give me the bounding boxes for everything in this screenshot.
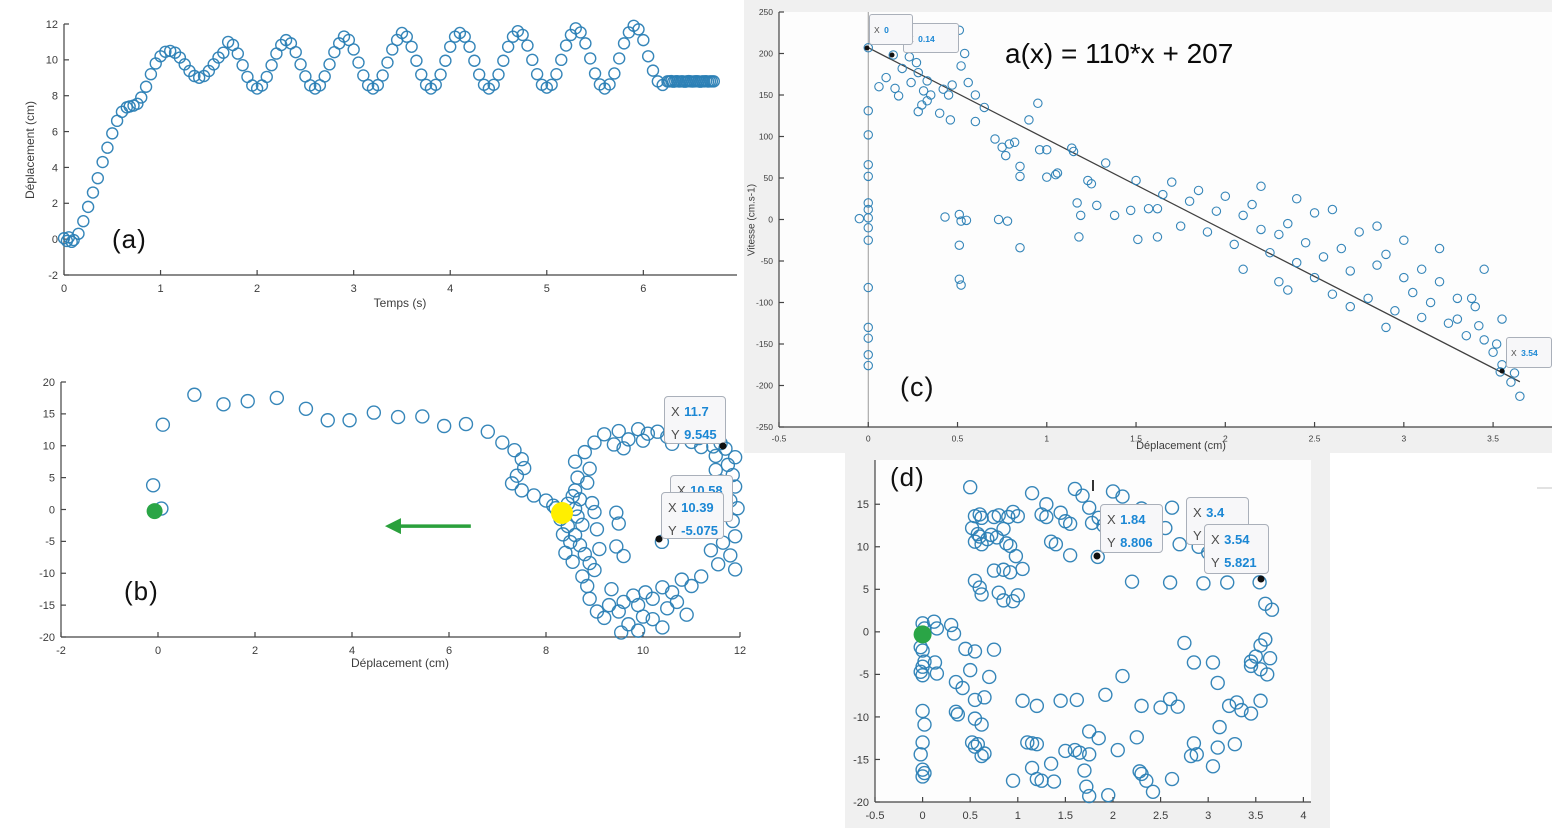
svg-text:-150: -150 bbox=[756, 339, 773, 349]
svg-text:1: 1 bbox=[1015, 810, 1021, 822]
svg-text:-2: -2 bbox=[56, 645, 66, 657]
svg-text:-15: -15 bbox=[853, 754, 869, 766]
svg-text:0: 0 bbox=[61, 283, 67, 295]
svg-text:5: 5 bbox=[544, 283, 550, 295]
datatip-anchor[interactable] bbox=[1093, 552, 1101, 560]
svg-text:2.5: 2.5 bbox=[1309, 434, 1321, 444]
datatip-anchor[interactable] bbox=[655, 535, 663, 543]
svg-text:4: 4 bbox=[1300, 810, 1306, 822]
svg-text:250: 250 bbox=[759, 7, 773, 17]
svg-text:-10: -10 bbox=[853, 712, 869, 724]
datatip-anchor[interactable] bbox=[1257, 575, 1265, 583]
svg-text:2: 2 bbox=[254, 283, 260, 295]
svg-text:2.5: 2.5 bbox=[1153, 810, 1168, 822]
svg-text:2: 2 bbox=[1110, 810, 1116, 822]
svg-text:50: 50 bbox=[764, 173, 774, 183]
svg-text:6: 6 bbox=[446, 645, 452, 657]
svg-text:-20: -20 bbox=[39, 632, 55, 644]
datatip-anchor[interactable] bbox=[719, 442, 727, 450]
axis-xlabel-b: Déplacement (cm) bbox=[350, 656, 450, 670]
svg-text:-50: -50 bbox=[761, 256, 774, 266]
datatip-d-3[interactable]: X 3.54 Y 5.821 bbox=[1204, 524, 1269, 574]
svg-text:-15: -15 bbox=[39, 600, 55, 612]
svg-text:1.5: 1.5 bbox=[1058, 810, 1073, 822]
svg-text:3: 3 bbox=[351, 283, 357, 295]
svg-text:8: 8 bbox=[52, 91, 58, 103]
svg-text:-10: -10 bbox=[39, 568, 55, 580]
svg-text:-0.5: -0.5 bbox=[866, 810, 885, 822]
svg-text:15: 15 bbox=[857, 499, 869, 511]
plot-d-letter: (d) bbox=[890, 462, 925, 492]
svg-text:0.5: 0.5 bbox=[963, 810, 978, 822]
figure-c-plot-area bbox=[779, 12, 1552, 427]
svg-text:4: 4 bbox=[349, 645, 355, 657]
svg-text:5: 5 bbox=[49, 472, 55, 484]
svg-text:2: 2 bbox=[252, 645, 258, 657]
datatip-c-1[interactable]: X 0 Y 206.9 bbox=[869, 14, 913, 45]
plot-c-letter: (c) bbox=[900, 372, 935, 402]
svg-text:10: 10 bbox=[46, 55, 58, 67]
svg-text:6: 6 bbox=[640, 283, 646, 295]
axis-ylabel-c: Vitesse (cm.s-1) bbox=[746, 183, 758, 257]
svg-text:1: 1 bbox=[157, 283, 163, 295]
svg-text:10: 10 bbox=[43, 441, 55, 453]
fit-equation-text: a(x) = 110*x + 207 bbox=[1005, 38, 1234, 69]
svg-text:-200: -200 bbox=[756, 380, 773, 390]
cursor-artifact bbox=[1092, 480, 1094, 491]
datatip-b-1[interactable]: X 11.7 Y 9.545 bbox=[664, 396, 726, 444]
svg-text:3.5: 3.5 bbox=[1487, 434, 1499, 444]
svg-text:10: 10 bbox=[637, 645, 649, 657]
axis-ylabel-a: Déplacement (cm) bbox=[23, 100, 37, 200]
svg-text:4: 4 bbox=[52, 162, 58, 174]
datatip-d-1[interactable]: X 1.84 Y 8.806 bbox=[1100, 504, 1163, 553]
svg-text:15: 15 bbox=[43, 409, 55, 421]
svg-text:150: 150 bbox=[759, 90, 773, 100]
svg-text:10: 10 bbox=[857, 542, 869, 554]
svg-text:6: 6 bbox=[52, 126, 58, 138]
svg-text:0: 0 bbox=[920, 810, 926, 822]
svg-text:1: 1 bbox=[1044, 434, 1049, 444]
svg-text:-20: -20 bbox=[853, 797, 869, 809]
svg-text:2: 2 bbox=[1223, 434, 1228, 444]
svg-text:0: 0 bbox=[52, 234, 58, 246]
axis-xlabel-c: Déplacement (cm) bbox=[1136, 440, 1226, 452]
svg-text:3.5: 3.5 bbox=[1248, 810, 1263, 822]
svg-text:0: 0 bbox=[49, 504, 55, 516]
svg-text:-5: -5 bbox=[859, 669, 869, 681]
svg-text:-100: -100 bbox=[756, 297, 773, 307]
datatip-anchor[interactable] bbox=[864, 45, 870, 51]
svg-text:0: 0 bbox=[863, 627, 869, 639]
svg-text:2: 2 bbox=[52, 198, 58, 210]
datatip-anchor[interactable] bbox=[889, 52, 895, 58]
svg-text:12: 12 bbox=[46, 19, 58, 31]
edge-artifact bbox=[1537, 487, 1552, 489]
svg-text:-5: -5 bbox=[45, 536, 55, 548]
axis-xlabel-a: Temps (s) bbox=[373, 296, 427, 310]
svg-text:0.5: 0.5 bbox=[952, 434, 964, 444]
plot-b-letter: (b) bbox=[124, 576, 159, 606]
svg-text:0: 0 bbox=[155, 645, 161, 657]
plot-a-letter: (a) bbox=[112, 224, 147, 254]
datatip-b-3[interactable]: X 10.39 Y -5.075 bbox=[661, 492, 724, 539]
svg-text:-0.5: -0.5 bbox=[772, 434, 787, 444]
svg-text:8: 8 bbox=[543, 645, 549, 657]
svg-text:-2: -2 bbox=[48, 270, 58, 282]
svg-text:-250: -250 bbox=[756, 422, 773, 432]
svg-text:100: 100 bbox=[759, 131, 773, 141]
svg-text:3: 3 bbox=[1401, 434, 1406, 444]
svg-text:20: 20 bbox=[43, 377, 55, 389]
datatip-c-3[interactable]: X 3.54 Y -183.6 bbox=[1506, 337, 1552, 368]
svg-text:12: 12 bbox=[734, 645, 746, 657]
svg-text:0: 0 bbox=[866, 434, 871, 444]
svg-text:0: 0 bbox=[768, 214, 773, 224]
svg-text:3: 3 bbox=[1205, 810, 1211, 822]
svg-text:200: 200 bbox=[759, 48, 773, 58]
svg-text:1.5: 1.5 bbox=[1130, 434, 1142, 444]
svg-text:4: 4 bbox=[447, 283, 453, 295]
svg-text:5: 5 bbox=[863, 584, 869, 596]
datatip-anchor[interactable] bbox=[1499, 368, 1505, 374]
